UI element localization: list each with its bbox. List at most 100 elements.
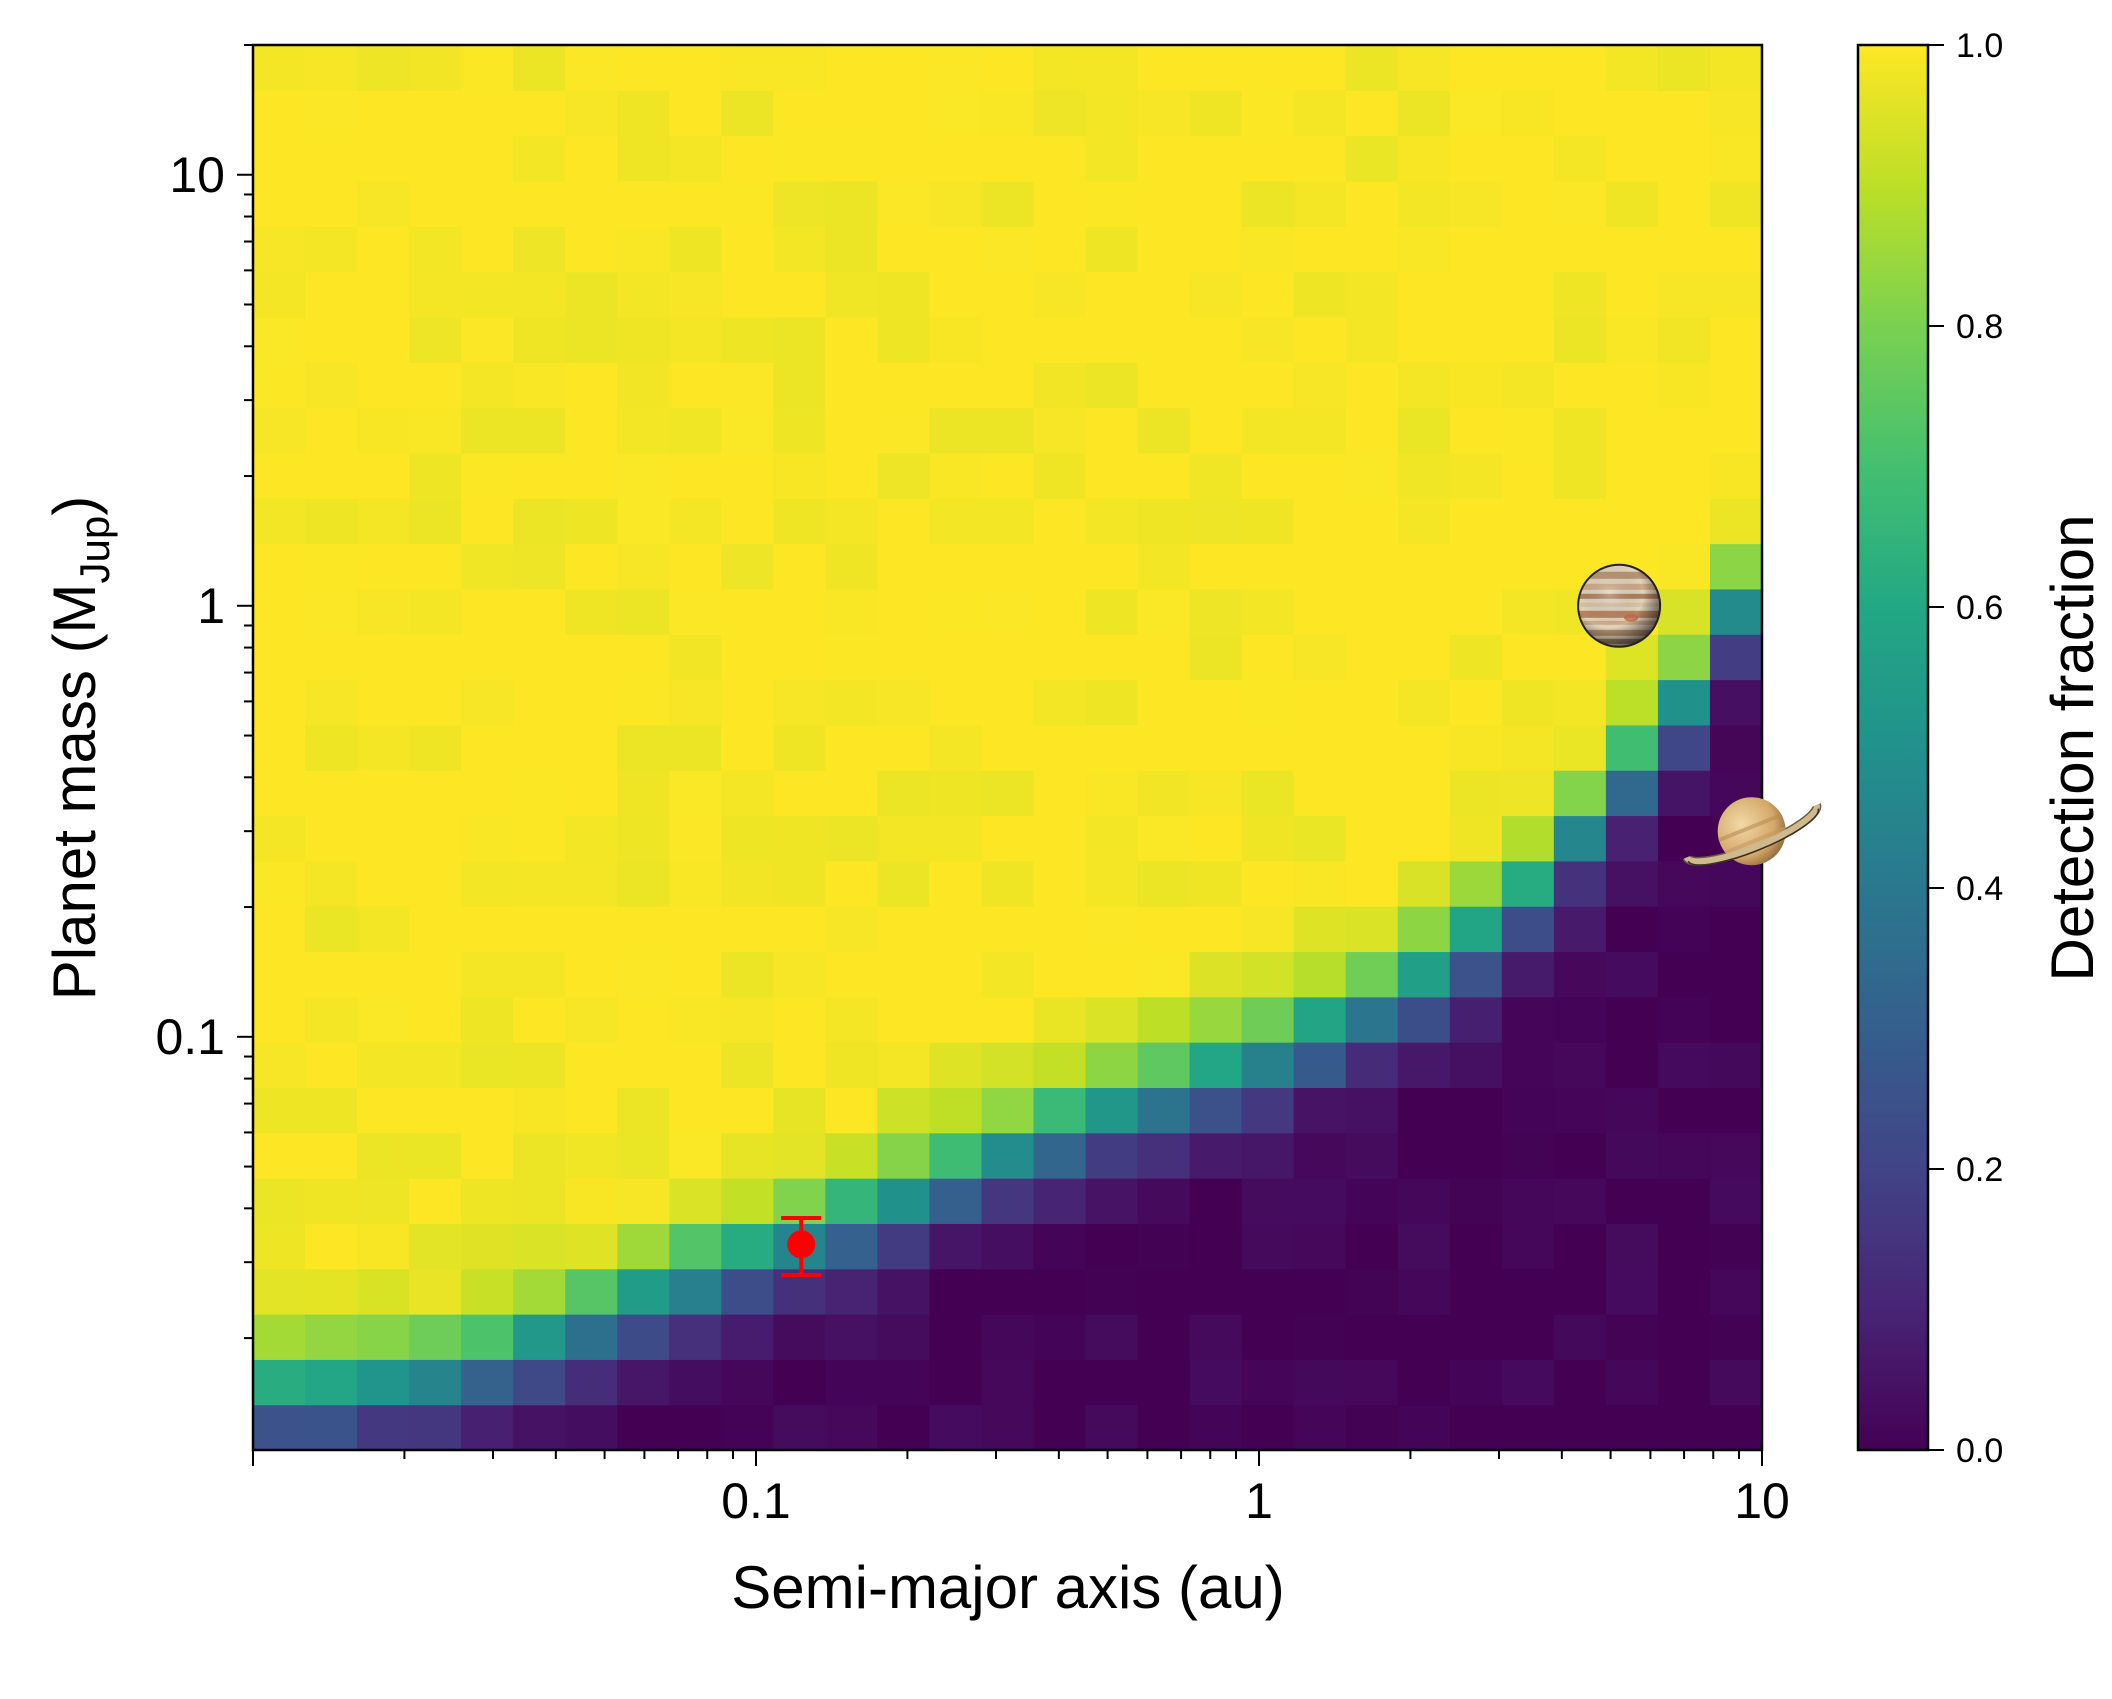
heatmap-cell (1189, 770, 1243, 817)
colorbar (1856, 43, 1930, 1452)
heatmap-cell (825, 45, 879, 91)
heatmap-cell (721, 271, 774, 318)
heatmap-cell (721, 362, 774, 409)
heatmap-cell (1085, 1223, 1139, 1270)
heatmap-cell (513, 1314, 566, 1360)
heatmap-cell (669, 1132, 722, 1179)
heatmap-cell (929, 724, 983, 771)
heatmap-cell (617, 1178, 670, 1224)
heatmap-cell (1033, 815, 1087, 862)
heatmap-cell (981, 588, 1035, 635)
heatmap-cell (409, 860, 462, 907)
heatmap-cell (721, 407, 774, 454)
heatmap-cell (1553, 135, 1607, 182)
heatmap-cell (1241, 180, 1295, 227)
heatmap-cell (565, 996, 618, 1043)
heatmap-cell (357, 45, 410, 91)
heatmap-cell (1241, 452, 1295, 499)
heatmap-cell (773, 90, 826, 137)
heatmap-cell (253, 1042, 306, 1089)
heatmap-cell (1085, 226, 1139, 273)
heatmap-cell (929, 271, 983, 318)
heatmap-cell (1137, 634, 1191, 681)
heatmap-cell (1033, 588, 1087, 635)
heatmap-cell (617, 634, 670, 681)
heatmap-cell (1293, 1132, 1347, 1179)
heatmap-cell (1241, 407, 1295, 454)
heatmap-cell (929, 996, 983, 1043)
heatmap-cell (409, 543, 462, 590)
heatmap-cell (1397, 1178, 1451, 1224)
heatmap-cell (305, 815, 358, 862)
heatmap-cell (1345, 1223, 1399, 1270)
heatmap-cell (877, 226, 931, 273)
heatmap-cell (1189, 860, 1243, 907)
heatmap-cell (877, 860, 931, 907)
heatmap-cell (617, 724, 670, 771)
heatmap-cell (513, 1042, 566, 1089)
heatmap-cell (1553, 362, 1607, 409)
heatmap-cell (305, 724, 358, 771)
heatmap-cell (1085, 135, 1139, 182)
heatmap-cell (669, 860, 722, 907)
heatmap-cell (357, 543, 410, 590)
heatmap-cell (773, 906, 826, 953)
heatmap-cell (1293, 1404, 1347, 1451)
heatmap-cell (1449, 770, 1503, 817)
heatmap-cell (1397, 1042, 1451, 1089)
heatmap-cell (253, 90, 306, 137)
heatmap-cell (721, 951, 774, 998)
heatmap-cell (513, 815, 566, 862)
heatmap-cell (409, 1404, 462, 1451)
heatmap-cell (1345, 1042, 1399, 1089)
heatmap-cell (461, 362, 514, 409)
heatmap-cell (1709, 90, 1763, 137)
heatmap-cell (409, 1087, 462, 1134)
heatmap-cell (1605, 226, 1659, 273)
heatmap-cell (669, 498, 722, 545)
heatmap-cell (409, 1132, 462, 1179)
heatmap-cell (513, 543, 566, 590)
heatmap-cell (357, 770, 410, 817)
heatmap-cell (253, 180, 306, 227)
heatmap-cell (409, 271, 462, 318)
heatmap-cell (1397, 1359, 1451, 1406)
heatmap-cell (1085, 452, 1139, 499)
heatmap-cell (773, 407, 826, 454)
heatmap-cell (1501, 45, 1555, 91)
heatmap-cell (1085, 543, 1139, 590)
heatmap-cell (1345, 1314, 1399, 1360)
heatmap-cell (773, 679, 826, 726)
heatmap-cell (1345, 1404, 1399, 1451)
heatmap-cell (357, 271, 410, 318)
heatmap-cell (1241, 1314, 1295, 1360)
heatmap-cell (721, 1178, 774, 1224)
heatmap-cell (929, 679, 983, 726)
heatmap-cell (669, 679, 722, 726)
heatmap-cell (1085, 316, 1139, 363)
jupiter-body (1578, 564, 1661, 647)
heatmap-cell (409, 679, 462, 726)
heatmap-cell (669, 1042, 722, 1089)
heatmap-cell (1553, 996, 1607, 1043)
heatmap-cell (1293, 815, 1347, 862)
heatmap-cell (1189, 180, 1243, 227)
heatmap-cell (1709, 45, 1763, 91)
heatmap-cell (357, 724, 410, 771)
heatmap-cell (877, 679, 931, 726)
heatmap-cell (513, 1268, 566, 1315)
heatmap-cell (1709, 226, 1763, 273)
heatmap-cell (1709, 588, 1763, 635)
heatmap-cell (253, 362, 306, 409)
heatmap-cell (1189, 45, 1243, 91)
heatmap-cell (721, 498, 774, 545)
heatmap-cell (1397, 1314, 1451, 1360)
heatmap-cell (1189, 1268, 1243, 1315)
heatmap-cell (1241, 996, 1295, 1043)
heatmap-cell (1657, 90, 1711, 137)
heatmap-cell (1501, 180, 1555, 227)
heatmap-cell (1553, 860, 1607, 907)
heatmap-cell (513, 226, 566, 273)
heatmap-cell (461, 906, 514, 953)
heatmap-cell (773, 996, 826, 1043)
